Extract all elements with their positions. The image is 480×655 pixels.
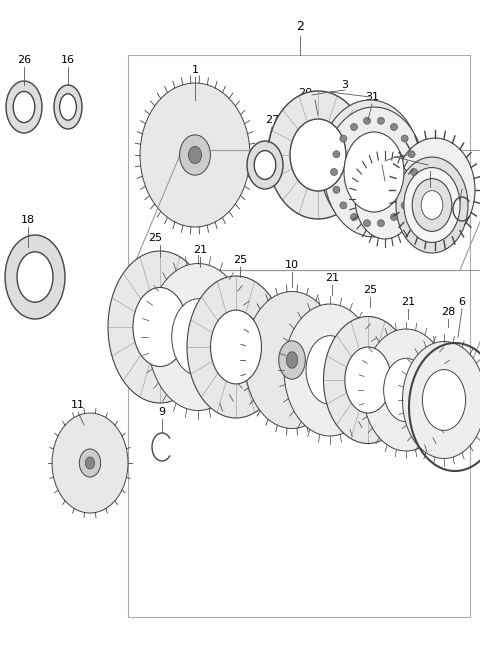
Ellipse shape xyxy=(290,119,346,191)
Ellipse shape xyxy=(403,341,480,458)
Ellipse shape xyxy=(333,151,340,158)
Text: 18: 18 xyxy=(21,215,35,225)
Ellipse shape xyxy=(395,138,475,242)
Text: 25: 25 xyxy=(363,285,377,295)
Ellipse shape xyxy=(306,335,354,404)
Text: 25: 25 xyxy=(148,233,162,243)
Ellipse shape xyxy=(211,310,262,384)
Ellipse shape xyxy=(350,123,358,130)
Text: 9: 9 xyxy=(158,407,166,417)
Ellipse shape xyxy=(391,123,397,130)
Ellipse shape xyxy=(54,85,82,129)
Text: 27: 27 xyxy=(265,115,279,125)
Ellipse shape xyxy=(377,117,384,124)
Text: 2: 2 xyxy=(296,20,304,33)
Ellipse shape xyxy=(268,91,368,219)
Text: 16: 16 xyxy=(61,55,75,65)
Text: 3: 3 xyxy=(341,80,348,90)
Ellipse shape xyxy=(188,146,202,164)
Ellipse shape xyxy=(340,125,400,205)
Text: 21: 21 xyxy=(401,297,415,307)
Ellipse shape xyxy=(384,358,428,422)
Ellipse shape xyxy=(17,252,53,302)
Ellipse shape xyxy=(108,251,212,403)
Ellipse shape xyxy=(401,202,408,209)
Text: 25: 25 xyxy=(233,255,247,265)
Ellipse shape xyxy=(52,413,128,513)
Ellipse shape xyxy=(284,304,376,436)
Text: 11: 11 xyxy=(71,400,85,410)
Ellipse shape xyxy=(244,291,339,428)
Ellipse shape xyxy=(320,100,420,230)
Text: 13: 13 xyxy=(371,153,385,163)
Ellipse shape xyxy=(279,341,305,379)
Text: 35: 35 xyxy=(455,177,469,187)
Ellipse shape xyxy=(5,235,65,319)
Ellipse shape xyxy=(421,191,443,219)
Ellipse shape xyxy=(422,369,466,430)
Ellipse shape xyxy=(363,329,449,451)
Ellipse shape xyxy=(172,299,224,375)
Ellipse shape xyxy=(85,457,95,469)
Ellipse shape xyxy=(401,135,408,142)
Text: 21: 21 xyxy=(193,245,207,255)
Ellipse shape xyxy=(331,168,337,176)
Ellipse shape xyxy=(377,219,384,227)
Text: 21: 21 xyxy=(325,273,339,283)
Ellipse shape xyxy=(404,168,460,242)
Ellipse shape xyxy=(412,179,452,231)
Ellipse shape xyxy=(340,202,347,209)
Ellipse shape xyxy=(410,168,418,176)
Ellipse shape xyxy=(363,117,371,124)
Text: 4: 4 xyxy=(405,145,411,155)
Ellipse shape xyxy=(79,449,101,477)
Ellipse shape xyxy=(355,159,415,239)
Ellipse shape xyxy=(396,157,468,253)
Ellipse shape xyxy=(254,151,276,179)
Text: 10: 10 xyxy=(285,260,299,270)
Text: 1: 1 xyxy=(192,65,199,75)
Ellipse shape xyxy=(324,107,424,237)
Ellipse shape xyxy=(180,135,210,175)
Ellipse shape xyxy=(140,83,250,227)
Ellipse shape xyxy=(340,135,347,142)
Ellipse shape xyxy=(247,141,283,189)
Ellipse shape xyxy=(408,151,415,158)
Text: 20: 20 xyxy=(298,88,312,98)
Ellipse shape xyxy=(147,263,249,411)
Text: 28: 28 xyxy=(441,307,455,317)
Ellipse shape xyxy=(345,347,391,413)
Ellipse shape xyxy=(286,352,298,368)
Ellipse shape xyxy=(60,94,76,121)
Ellipse shape xyxy=(13,92,35,122)
Ellipse shape xyxy=(408,186,415,193)
Ellipse shape xyxy=(6,81,42,133)
Text: 32: 32 xyxy=(423,159,437,169)
Ellipse shape xyxy=(133,288,187,367)
Ellipse shape xyxy=(391,214,397,221)
Ellipse shape xyxy=(333,186,340,193)
Text: 31: 31 xyxy=(365,92,379,102)
Ellipse shape xyxy=(324,316,412,443)
Ellipse shape xyxy=(344,132,404,212)
Ellipse shape xyxy=(350,214,358,221)
Text: 26: 26 xyxy=(17,55,31,65)
Ellipse shape xyxy=(363,219,371,227)
Text: 6: 6 xyxy=(458,297,466,307)
Ellipse shape xyxy=(187,276,285,418)
